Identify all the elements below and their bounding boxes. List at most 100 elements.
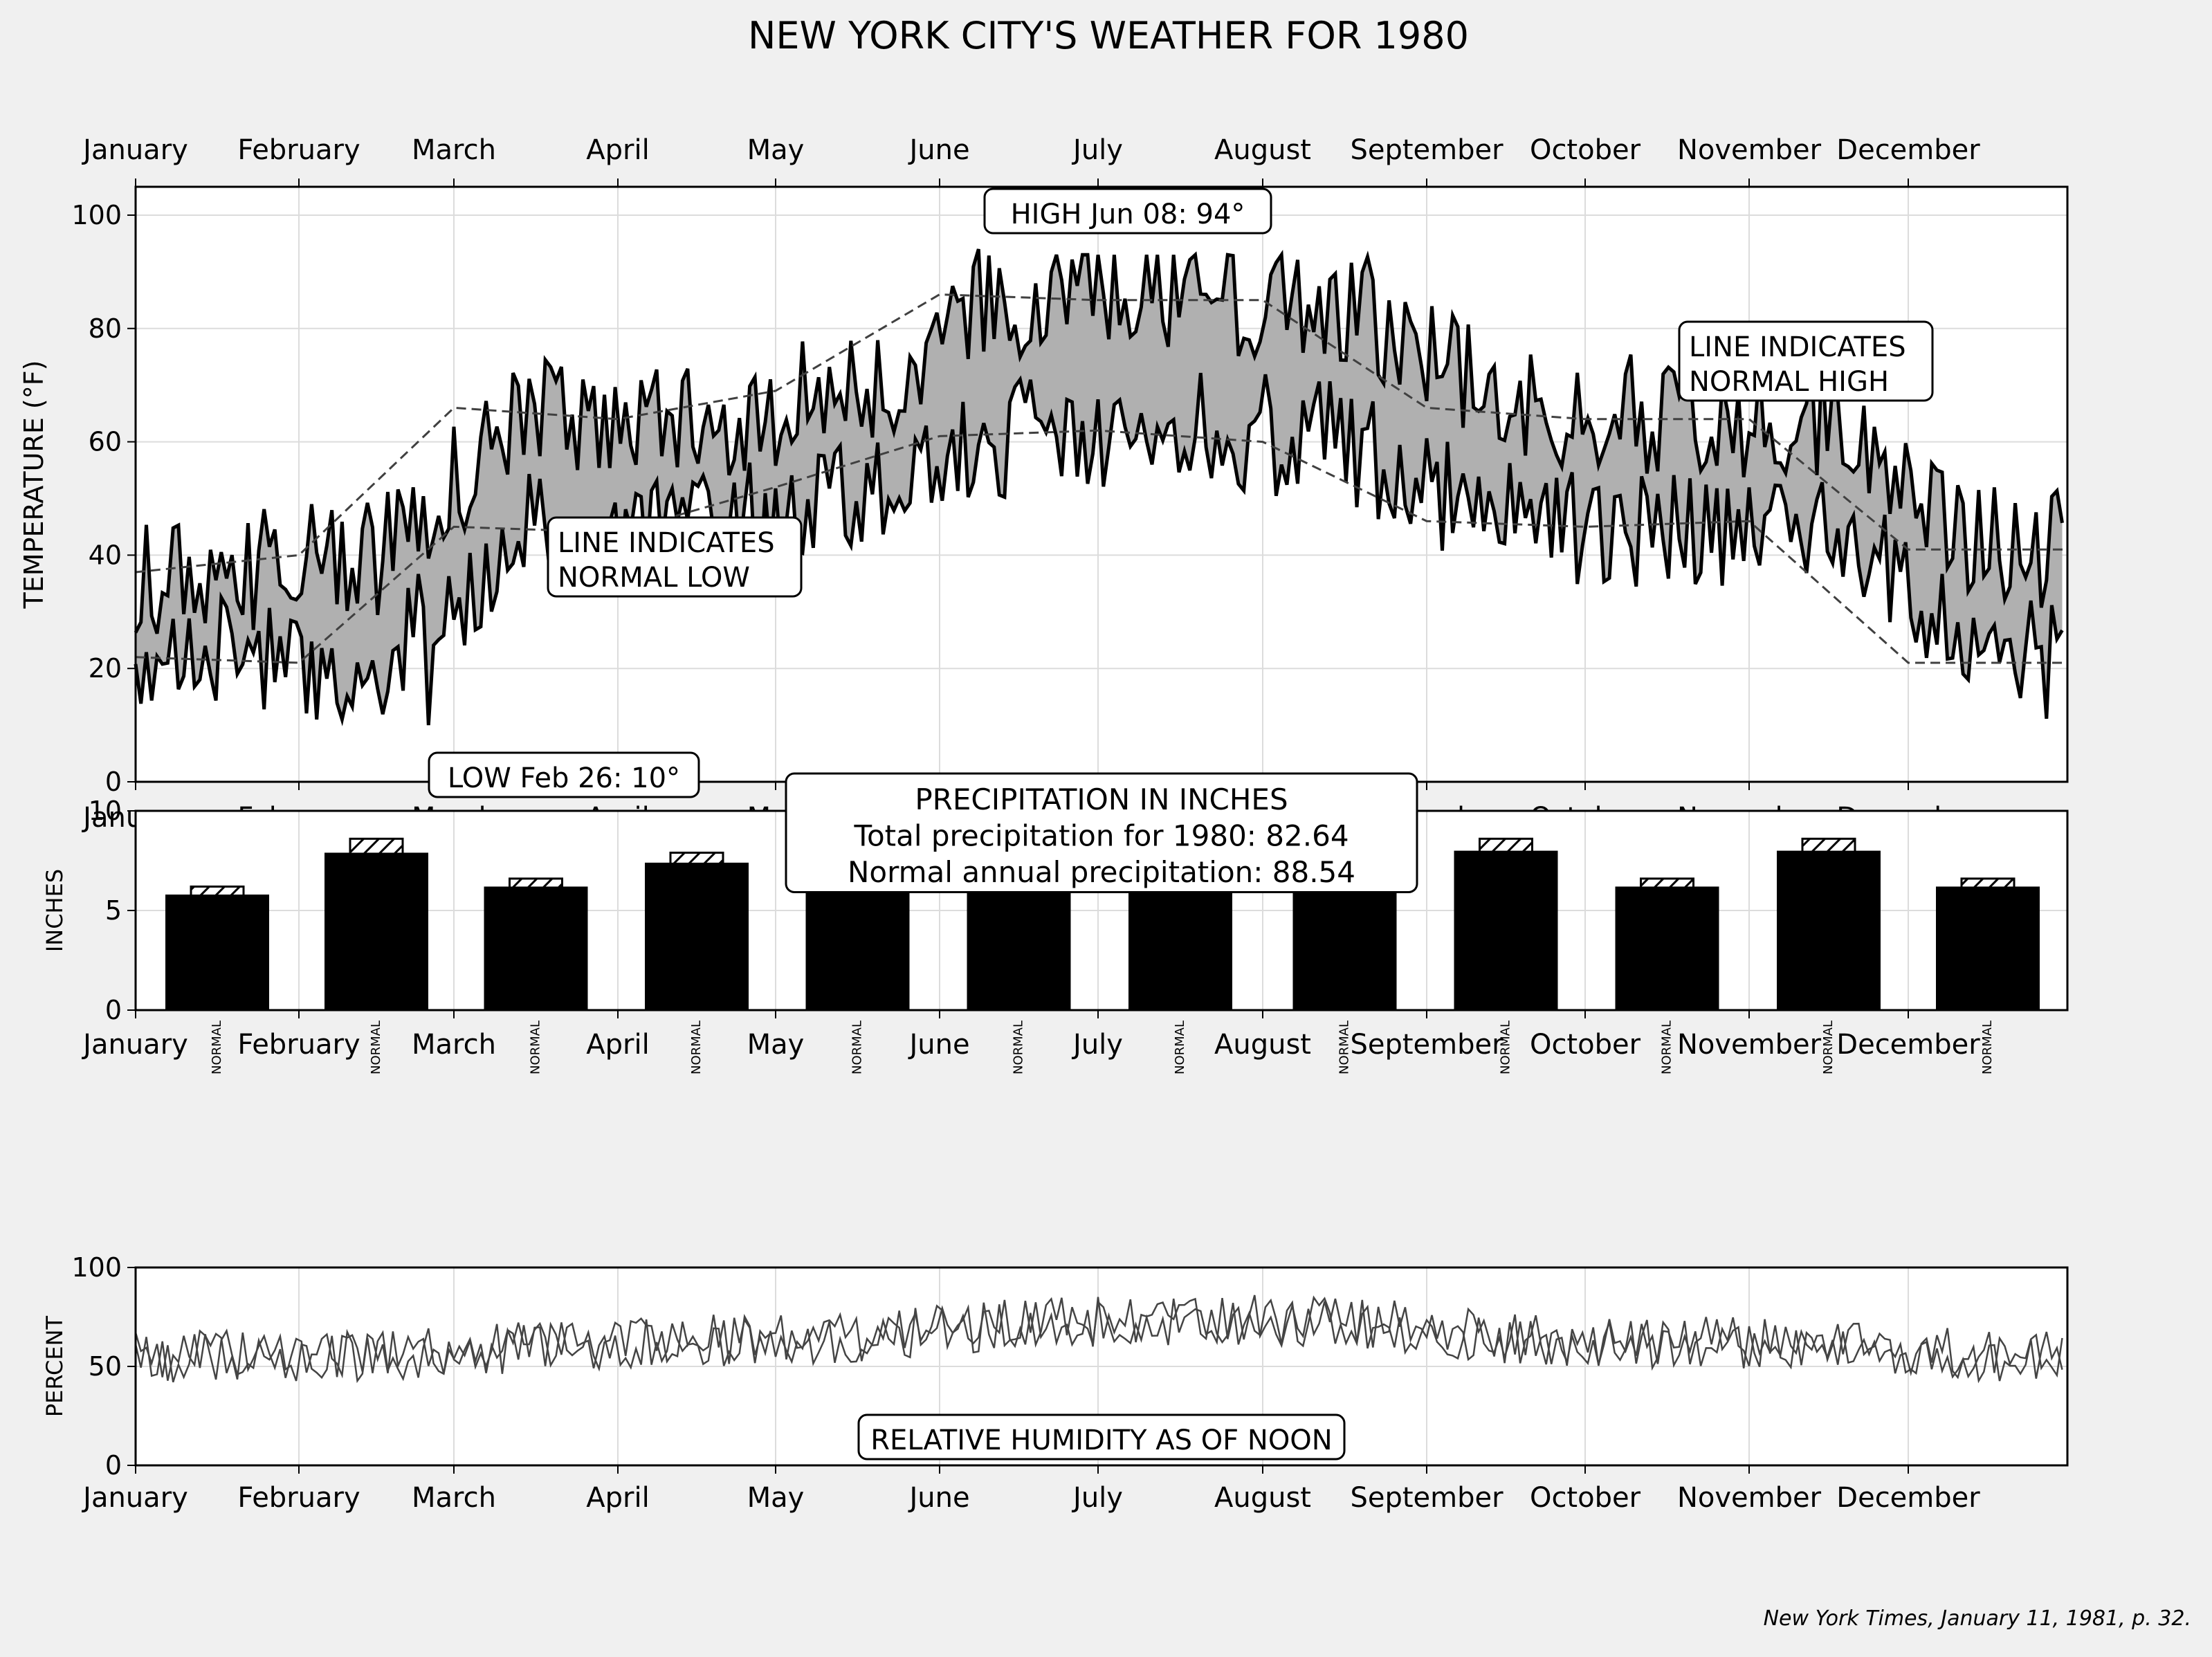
precip-xtick-label: August	[1214, 1029, 1311, 1061]
chart-title: NEW YORK CITY'S WEATHER FOR 1980	[748, 14, 1469, 57]
temp-ytick-label: 100	[71, 200, 122, 230]
precip-bar-label: NORMAL	[850, 1020, 865, 1074]
humidity-annotation-text: RELATIVE HUMIDITY AS OF NOON	[870, 1425, 1332, 1456]
precip-bar-label: NORMAL	[210, 1020, 224, 1074]
precip-actual-bar	[165, 894, 269, 1010]
hum-xtick-label: February	[237, 1482, 360, 1514]
temp-xtick-top-label: September	[1350, 134, 1503, 166]
precip-xtick-label: December	[1836, 1029, 1980, 1061]
hum-xtick-label: October	[1530, 1482, 1641, 1514]
precip-bar-label: NORMAL	[1980, 1020, 1995, 1074]
precip-annotation-box	[785, 772, 1418, 893]
hum-xtick-label: April	[586, 1482, 649, 1514]
temp-daily-low-line	[134, 372, 2064, 726]
precip-xtick-label: February	[237, 1029, 360, 1061]
precip-actual-bar	[1292, 875, 1397, 1010]
precip-annotation-text: PRECIPITATION IN INCHES	[915, 782, 1288, 816]
temp-low-annotation-box	[428, 751, 700, 798]
temp-ytick-label: 60	[89, 427, 122, 457]
temp-ytick-label: 20	[89, 653, 122, 684]
temp-normal-high-annotation-text: LINE INDICATES	[1689, 331, 1906, 363]
hum-xtick-label: March	[412, 1482, 496, 1514]
precip-ytick-label: 10	[89, 796, 122, 826]
temp-normal-low-annotation-box	[547, 516, 803, 598]
temp-xtick-top-label: July	[1071, 134, 1123, 166]
precip-actual-bar	[1936, 886, 2040, 1010]
precip-bar-label: NORMAL	[369, 1020, 383, 1074]
temp-ytick-label: 80	[89, 313, 122, 344]
temp-ylabel: TEMPERATURE (°F)	[19, 360, 49, 610]
precip-ytick-label: 0	[105, 995, 122, 1025]
hum-xtick-label: November	[1677, 1482, 1822, 1514]
temp-high-annotation-text: HIGH Jun 08: 94°	[1011, 199, 1245, 230]
hum-xtick-label: September	[1350, 1482, 1503, 1514]
precip-xtick-label: April	[586, 1029, 649, 1061]
temp-range-band	[136, 249, 2063, 726]
precip-actual-bar	[1777, 850, 1881, 1010]
humidity-panel: 0 50 100 PERCENT January February March April Ma…	[42, 1252, 2069, 1514]
precip-xtick-label: June	[907, 1029, 969, 1061]
temp-ytick-label: 0	[105, 767, 122, 797]
source-note: New York Times, January 11, 1981, p. 32.	[1763, 1606, 2191, 1631]
precip-actual-bar	[484, 886, 588, 1010]
temp-xtick-top-label: February	[237, 134, 360, 166]
hum-xtick-label: August	[1214, 1482, 1311, 1514]
hum-plot-border	[134, 1266, 2069, 1467]
precip-bar-label: NORMAL	[1821, 1020, 1836, 1074]
precip-bar-label: NORMAL	[1173, 1020, 1187, 1074]
precip-bar-label: NORMAL	[1660, 1020, 1674, 1074]
hum-ytick-label: 50	[89, 1351, 122, 1382]
temp-daily-high-line	[134, 248, 2064, 634]
temp-xtick-top-label: October	[1530, 134, 1641, 166]
humidity-annotation-box	[857, 1413, 1346, 1461]
temp-xtick-top-label: March	[412, 134, 496, 166]
precip-xtick-label: July	[1071, 1029, 1123, 1061]
hum-xtick-label: May	[747, 1482, 805, 1514]
precip-xtick-label: September	[1350, 1029, 1503, 1061]
hum-ytick-label: 0	[105, 1450, 122, 1481]
temp-normal-low-annotation-text: LINE INDICATES	[558, 527, 775, 559]
precipitation-panel: 0 5 10 INCHES January February March April May Ju…	[42, 772, 2069, 1074]
precip-actual-bar	[1454, 850, 1558, 1010]
precip-xtick-label: October	[1530, 1029, 1641, 1061]
temp-xtick-top-label: June	[907, 134, 969, 166]
temp-high-annotation-box	[983, 187, 1272, 235]
humidity-line	[134, 1294, 2063, 1384]
precip-xtick-label: May	[747, 1029, 805, 1061]
temp-normal-low-line	[135, 429, 2067, 664]
temp-normal-high-annotation-box	[1678, 320, 1934, 402]
precip-bar-label: NORMAL	[1012, 1020, 1026, 1074]
temp-normal-high-line	[135, 293, 2067, 574]
precip-annotation-text: Normal annual precipitation: 88.54	[848, 855, 1355, 889]
hum-xtick-label: January	[81, 1482, 188, 1514]
precip-bar-label: NORMAL	[1337, 1020, 1352, 1074]
temp-xtick-top-label: April	[586, 134, 649, 166]
temp-xtick-top-label: May	[747, 134, 805, 166]
hum-ytick-label: 100	[71, 1252, 122, 1283]
precip-bar-label: NORMAL	[1499, 1020, 1513, 1074]
precip-actual-bar	[325, 852, 428, 1010]
precip-bar-label: NORMAL	[689, 1020, 704, 1074]
temp-xtick-top-label: January	[81, 134, 188, 166]
temp-xtick-top-label: November	[1677, 134, 1822, 166]
hum-ylabel: PERCENT	[42, 1315, 68, 1417]
precip-actual-bar	[805, 878, 910, 1010]
hum-xtick-label: June	[907, 1482, 969, 1514]
temp-xtick-top-label: December	[1836, 134, 1980, 166]
precip-xtick-label: March	[412, 1029, 496, 1061]
temp-xtick-top-label: August	[1214, 134, 1311, 166]
temp-normal-high-annotation-text: NORMAL HIGH	[1689, 366, 1889, 398]
precip-annotation-text: Total precipitation for 1980: 82.64	[853, 819, 1349, 853]
precip-ylabel: INCHES	[42, 869, 68, 952]
hum-xtick-label: December	[1836, 1482, 1980, 1514]
precip-xtick-label: January	[81, 1029, 188, 1061]
temp-ytick-label: 40	[89, 540, 122, 570]
precip-actual-bar	[1615, 886, 1719, 1010]
precip-actual-bar	[645, 862, 749, 1010]
precip-xtick-label: November	[1677, 1029, 1822, 1061]
precip-ytick-label: 5	[105, 895, 122, 926]
hum-xtick-label: July	[1071, 1482, 1123, 1514]
temp-normal-low-annotation-text: NORMAL LOW	[558, 562, 750, 594]
